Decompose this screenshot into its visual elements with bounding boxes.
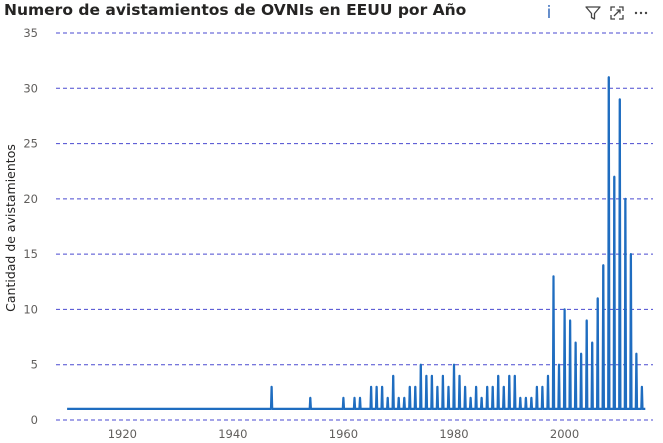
y-tick-10: 10 xyxy=(23,302,38,316)
y-axis-title: Cantidad de avistamientos xyxy=(3,144,18,312)
focus-mode-icon[interactable] xyxy=(605,2,629,24)
series-layer[interactable] xyxy=(67,76,646,410)
y-tick-30: 30 xyxy=(23,81,38,95)
filter-icon[interactable] xyxy=(581,2,605,24)
info-glyph: i xyxy=(546,2,552,23)
x-tick-1940: 1940 xyxy=(218,427,247,441)
y-tick-25: 25 xyxy=(23,137,38,151)
series-line[interactable] xyxy=(67,76,646,410)
y-tick-5: 5 xyxy=(31,358,38,372)
x-tick-2000: 2000 xyxy=(550,427,579,441)
chart-title: Numero de avistamientos de OVNIs en EEUU… xyxy=(4,1,467,19)
y-tick-35: 35 xyxy=(23,26,38,40)
visual-header-icons: i xyxy=(537,2,653,24)
info-icon[interactable]: i xyxy=(537,2,561,24)
x-tick-1980: 1980 xyxy=(439,427,468,441)
x-tick-1960: 1960 xyxy=(329,427,358,441)
y-tick-labels: 0 5 10 15 20 25 30 35 xyxy=(23,26,38,427)
x-tick-labels: 1920 1940 1960 1980 2000 xyxy=(108,427,580,441)
x-tick-1920: 1920 xyxy=(108,427,137,441)
y-tick-20: 20 xyxy=(23,192,38,206)
more-options-icon[interactable] xyxy=(629,2,653,24)
y-tick-15: 15 xyxy=(23,247,38,261)
y-tick-0: 0 xyxy=(31,413,38,427)
